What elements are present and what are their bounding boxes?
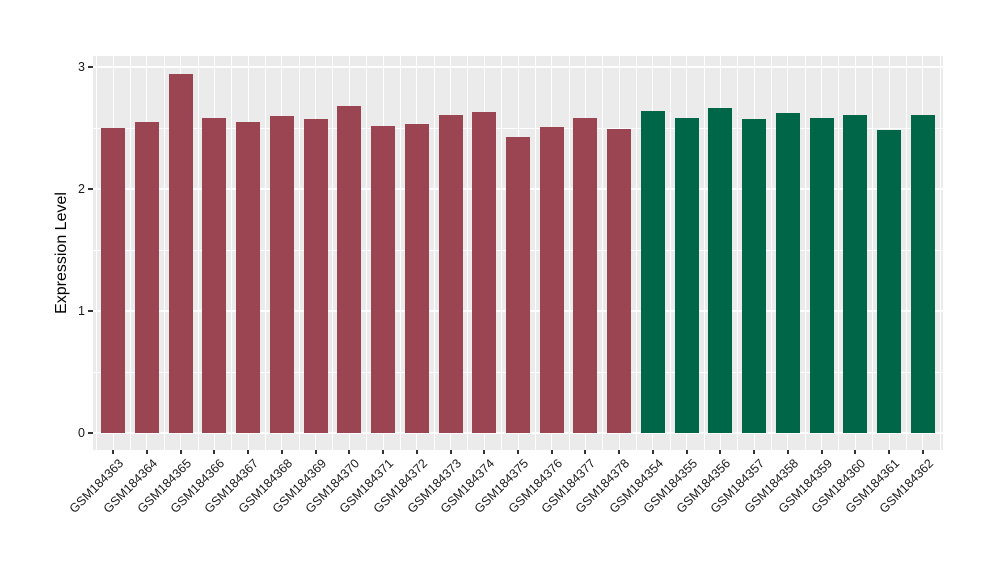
gridline-minor-x [602,56,604,450]
y-tick-mark [88,66,93,68]
x-tick-mark [888,450,891,454]
x-tick-mark [382,450,385,454]
gridline-minor-x [332,56,334,450]
gridline-major-y [93,432,943,434]
gridline-minor-x [197,56,199,450]
gridline-minor-x [838,56,840,450]
bar-GSM184370 [337,106,362,433]
gridline-major-y [93,66,943,68]
x-tick-mark [213,450,216,454]
bar-GSM184375 [506,136,530,433]
x-tick-mark [618,450,621,454]
gridline-minor-x [130,56,132,450]
bar-GSM184367 [236,121,261,433]
bar-GSM184372 [404,124,429,433]
bar-GSM184354 [640,110,665,433]
bar-GSM184360 [843,114,868,433]
y-tick-label: 1 [78,304,85,318]
x-tick-mark [145,450,148,454]
bar-GSM184355 [674,118,699,433]
bar-GSM184365 [168,74,193,433]
x-tick-mark [550,450,553,454]
gridline-minor-x [433,56,435,450]
gridline-minor-x [96,56,98,450]
x-tick-mark [719,450,722,454]
bar-GSM184358 [775,113,800,433]
y-tick-label: 3 [78,60,85,74]
bar-GSM184378 [607,129,632,433]
x-tick-mark [348,450,351,454]
gridline-minor-x [298,56,300,450]
bar-GSM184368 [269,115,294,433]
gridline-minor-x [265,56,267,450]
gridline-minor-x [366,56,368,450]
bar-GSM184366 [202,118,227,433]
x-tick-mark [112,450,115,454]
x-tick-mark [921,450,924,454]
bar-GSM184373 [438,114,463,433]
gridline-minor-x [501,56,503,450]
gridline-minor-y [93,128,943,129]
gridline-minor-x [770,56,772,450]
gridline-minor-x [703,56,705,450]
gridline-minor-x [231,56,233,450]
x-tick-mark [854,450,857,454]
bar-GSM184371 [371,125,396,433]
bar-GSM184377 [573,118,598,433]
bar-GSM184356 [708,108,733,433]
gridline-minor-x [669,56,671,450]
gridline-minor-x [534,56,536,450]
y-tick-mark [88,310,93,312]
bar-GSM184369 [303,119,328,433]
gridline-minor-x [568,56,570,450]
x-tick-mark [247,450,250,454]
gridline-minor-x [872,56,874,450]
x-tick-mark [820,450,823,454]
gridline-minor-x [467,56,469,450]
x-tick-mark [449,450,452,454]
x-tick-mark [415,450,418,454]
gridline-minor-x [163,56,165,450]
x-tick-mark [685,450,688,454]
y-tick-label: 0 [78,426,85,440]
gridline-minor-x [905,56,907,450]
x-tick-mark [483,450,486,454]
x-tick-mark [651,450,654,454]
bar-GSM184363 [101,128,126,433]
gridline-minor-x [939,56,941,450]
y-tick-mark [88,188,93,190]
x-tick-mark [517,450,519,454]
y-axis-label: Expression Level [53,192,70,314]
x-tick-mark [786,450,789,454]
x-tick-mark [179,450,182,454]
y-tick-mark [88,432,93,434]
bar-GSM184362 [910,114,935,433]
plot-panel [93,56,943,450]
bar-GSM184374 [472,112,497,433]
x-tick-mark [584,450,587,454]
y-tick-label: 2 [78,182,85,196]
gridline-minor-x [399,56,401,450]
gridline-minor-x [636,56,638,450]
gridline-minor-x [737,56,739,450]
bar-GSM184357 [742,119,767,433]
gridline-minor-x [804,56,806,450]
x-tick-mark [280,450,283,454]
x-tick-mark [314,450,317,454]
bar-GSM184376 [539,126,564,433]
bar-GSM184359 [809,118,834,433]
x-tick-mark [753,450,756,454]
bar-GSM184361 [877,130,902,433]
bar-GSM184364 [134,121,159,433]
